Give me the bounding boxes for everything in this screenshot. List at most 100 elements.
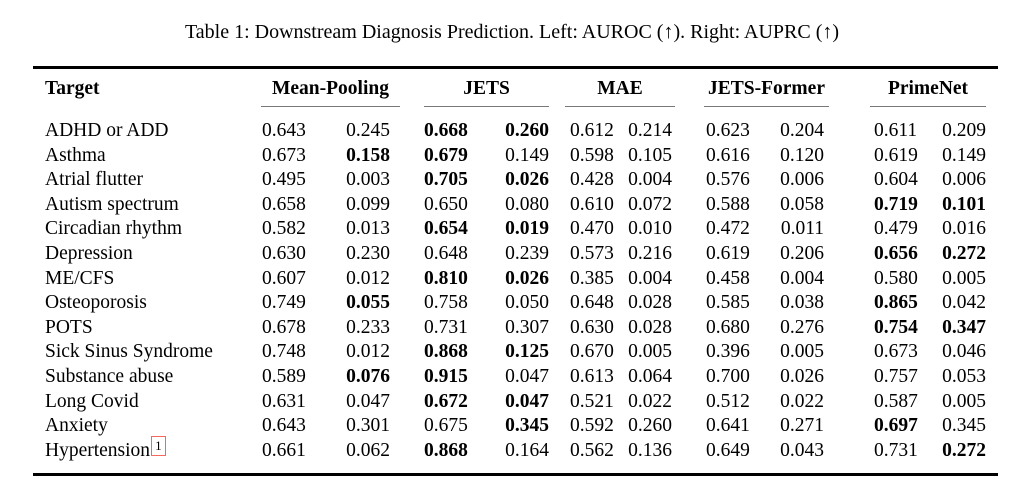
table-row: Circadian rhythm 0.582 0.013 0.654 0.019 0.47… xyxy=(33,217,998,242)
metric-cell-group: 0.754 0.347 xyxy=(838,316,998,341)
auprc-value: 0.271 xyxy=(780,415,824,437)
auprc-value: 0.216 xyxy=(628,242,672,264)
auroc-value: 0.810 xyxy=(424,267,468,289)
auroc-value: 0.643 xyxy=(262,120,306,141)
metric-cell-group: 0.582 0.013 xyxy=(253,217,408,242)
auprc-value: 0.245 xyxy=(346,120,390,141)
metric-cell-group: 0.731 0.307 xyxy=(408,316,550,341)
auroc-value: 0.396 xyxy=(706,341,750,363)
target-label: Anxiety xyxy=(45,415,108,437)
auroc-value: 0.656 xyxy=(874,242,918,264)
auroc-value: 0.757 xyxy=(874,365,918,387)
auroc-value: 0.616 xyxy=(706,144,750,166)
auroc-value: 0.610 xyxy=(570,193,614,215)
auroc-value: 0.649 xyxy=(706,439,750,461)
auroc-value: 0.385 xyxy=(570,267,614,289)
target-cell: Anxiety xyxy=(33,414,253,439)
target-cell: Long Covid xyxy=(33,390,253,415)
metric-cell-group: 0.673 0.046 xyxy=(838,340,998,365)
auroc-value: 0.607 xyxy=(262,267,306,289)
metric-cell-group: 0.679 0.149 xyxy=(408,144,550,169)
auprc-value: 0.004 xyxy=(628,169,672,191)
metric-cell-group: 0.675 0.345 xyxy=(408,414,550,439)
auroc-value: 0.661 xyxy=(262,439,306,461)
auprc-value: 0.004 xyxy=(628,267,672,289)
table-row: Autism spectrum 0.658 0.099 0.650 0.080 0.610… xyxy=(33,193,998,218)
cmidrule xyxy=(261,101,400,107)
auprc-value: 0.276 xyxy=(780,316,824,338)
group-label: MAE xyxy=(597,78,643,99)
column-header-primenet: PrimeNet xyxy=(838,68,998,107)
group-label: JETS-Former xyxy=(708,78,825,99)
header-row: Target Mean-Pooling JETS MAE JETS-Former xyxy=(33,68,998,107)
auroc-value: 0.588 xyxy=(706,193,750,215)
table-row: Asthma 0.673 0.158 0.679 0.149 0.598 0.105 0.61… xyxy=(33,144,998,169)
auprc-value: 0.120 xyxy=(780,144,824,166)
auroc-value: 0.650 xyxy=(424,193,468,215)
auprc-value: 0.158 xyxy=(346,144,390,166)
auprc-value: 0.006 xyxy=(942,169,986,191)
auroc-value: 0.623 xyxy=(706,120,750,141)
auroc-value: 0.673 xyxy=(874,341,918,363)
table-row: Long Covid 0.631 0.047 0.672 0.047 0.521 0.022… xyxy=(33,390,998,415)
auroc-value: 0.589 xyxy=(262,365,306,387)
metric-cell-group: 0.648 0.028 xyxy=(550,291,678,316)
auprc-value: 0.064 xyxy=(628,365,672,387)
table-caption: Table 1: Downstream Diagnosis Prediction… xyxy=(184,21,840,43)
metric-cell-group: 0.611 0.209 xyxy=(838,107,998,144)
metric-cell-group: 0.705 0.026 xyxy=(408,168,550,193)
metric-cell-group: 0.731 0.272 xyxy=(838,439,998,475)
target-cell: Autism spectrum xyxy=(33,193,253,218)
metric-cell-group: 0.648 0.239 xyxy=(408,242,550,267)
metric-cell-group: 0.668 0.260 xyxy=(408,107,550,144)
auroc-value: 0.582 xyxy=(262,218,306,240)
auprc-value: 0.003 xyxy=(346,169,390,191)
auprc-value: 0.004 xyxy=(780,267,824,289)
auroc-value: 0.748 xyxy=(262,341,306,363)
auroc-value: 0.749 xyxy=(262,292,306,314)
auprc-value: 0.011 xyxy=(780,218,824,240)
auroc-value: 0.680 xyxy=(706,316,750,338)
auprc-value: 0.022 xyxy=(628,390,672,412)
metric-cell-group: 0.643 0.301 xyxy=(253,414,408,439)
auroc-value: 0.630 xyxy=(570,316,614,338)
auroc-value: 0.562 xyxy=(570,439,614,461)
target-cell: Depression xyxy=(33,242,253,267)
metric-cell-group: 0.587 0.005 xyxy=(838,390,998,415)
target-label: Substance abuse xyxy=(45,365,174,387)
cmidrule xyxy=(704,101,829,107)
auroc-value: 0.580 xyxy=(874,267,918,289)
column-header-mae: MAE xyxy=(550,68,678,107)
metric-cell-group: 0.868 0.125 xyxy=(408,340,550,365)
column-header-target: Target xyxy=(45,78,100,99)
auprc-value: 0.006 xyxy=(780,169,824,191)
table-row: Substance abuse 0.589 0.076 0.915 0.047 0.613… xyxy=(33,365,998,390)
metric-cell-group: 0.656 0.272 xyxy=(838,242,998,267)
auprc-value: 0.149 xyxy=(942,144,986,166)
target-label: Autism spectrum xyxy=(45,193,179,215)
auprc-value: 0.214 xyxy=(628,120,672,141)
auprc-value: 0.136 xyxy=(628,439,672,461)
auprc-value: 0.010 xyxy=(628,218,672,240)
auprc-value: 0.239 xyxy=(505,242,549,264)
footnote-ref-link[interactable]: 1 xyxy=(151,435,166,456)
metric-cell-group: 0.672 0.047 xyxy=(408,390,550,415)
target-cell: ADHD or ADD xyxy=(33,107,253,144)
auprc-value: 0.042 xyxy=(942,292,986,314)
metric-cell-group: 0.610 0.072 xyxy=(550,193,678,218)
results-table: Target Mean-Pooling JETS MAE JETS-Former xyxy=(33,66,998,477)
target-cell: ME/CFS xyxy=(33,267,253,292)
auroc-value: 0.573 xyxy=(570,242,614,264)
auroc-value: 0.428 xyxy=(570,169,614,191)
auprc-value: 0.038 xyxy=(780,292,824,314)
target-label: POTS xyxy=(45,316,93,338)
metric-cell-group: 0.458 0.004 xyxy=(678,267,838,292)
auroc-value: 0.731 xyxy=(874,439,918,461)
auprc-value: 0.230 xyxy=(346,242,390,264)
metric-cell-group: 0.470 0.010 xyxy=(550,217,678,242)
metric-cell-group: 0.589 0.076 xyxy=(253,365,408,390)
cmidrule xyxy=(565,101,675,107)
auprc-value: 0.345 xyxy=(505,415,549,437)
auroc-value: 0.611 xyxy=(874,120,918,141)
target-label: Hypertension xyxy=(45,439,151,461)
